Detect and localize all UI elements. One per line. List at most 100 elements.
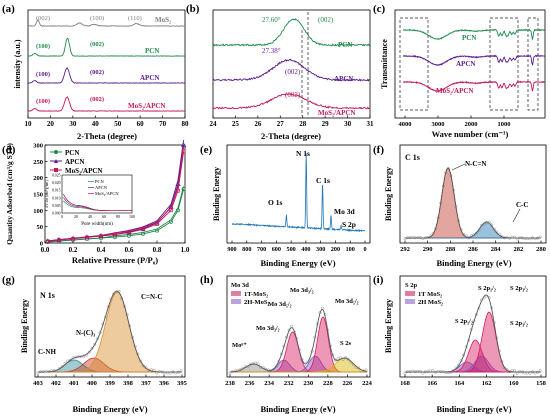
d-pcn-point-8 xyxy=(155,228,159,233)
inset-ytick-label-4: 0.020 xyxy=(52,181,61,185)
d-mos2apcn-point-2 xyxy=(71,236,75,241)
d-mos2apcn-point-8 xyxy=(155,222,159,226)
angle2-label: 27.38° xyxy=(262,47,281,55)
panel-b: (b) 2-Theta (degree) 24 25 26 27 28 29 30 31 27… xyxy=(186,3,374,141)
pcn-ftir-curve xyxy=(402,28,546,41)
panel-c: (c) Transmittance Wave number (cm⁻¹) 400… xyxy=(373,3,546,139)
g-raw-point-9 xyxy=(44,369,48,373)
f-raw-point-78 xyxy=(469,234,473,238)
h-raw-point-9 xyxy=(236,368,240,372)
d-mos2apcn-point-3 xyxy=(85,235,89,240)
h-raw-point-69 xyxy=(287,328,291,332)
g-xtick-label-6: 397 xyxy=(141,380,152,387)
f-xtick-label-1: 290 xyxy=(423,246,433,253)
panel-g-fits xyxy=(36,290,183,375)
f-raw-point-66 xyxy=(459,228,463,231)
h-raw-point-81 xyxy=(297,348,301,351)
d-mos2apcn-point-6 xyxy=(127,230,131,235)
i-xtick-label-4: 160 xyxy=(509,380,519,387)
d-ytick-label-0: 0 xyxy=(40,241,43,248)
f-raw-point-99 xyxy=(487,220,491,224)
h-raw-point-42 xyxy=(264,367,268,371)
panel-f-letter: (f) xyxy=(373,144,384,156)
h-raw-point-78 xyxy=(295,337,299,340)
b-xtick-label-4: 28 xyxy=(299,120,307,128)
panel-d-letter: (d) xyxy=(2,144,16,156)
d-ytick-label-2: 100 xyxy=(33,208,43,215)
f-raw-point-69 xyxy=(462,233,466,236)
inset-xtick-label-2: 40 xyxy=(88,214,92,219)
inset-xtick-label-4: 80 xyxy=(116,214,120,219)
legend-2h-swatch xyxy=(231,299,241,304)
mos2apcn-100-label: (100) xyxy=(36,98,50,105)
h-xtick-label-5: 228 xyxy=(323,380,334,387)
i-raw-point-96 xyxy=(485,294,488,298)
e-xtick-label-5: 400 xyxy=(301,246,310,253)
i-raw-point-72 xyxy=(464,345,468,349)
b-xtick-label-5: 29 xyxy=(322,120,330,128)
panel-f-xlabel: Binding Energy (eV) xyxy=(436,258,511,268)
g-raw-point-105 xyxy=(131,335,134,339)
legend-mos2apcn-label: MoS₂/APCN xyxy=(65,167,103,175)
pcn-label-b: PCN xyxy=(338,41,352,49)
apcn-xrd-curve xyxy=(27,67,186,84)
panel-h-legend-title: Mo 3d xyxy=(231,282,249,289)
i-raw-point-21 xyxy=(421,371,425,375)
s2p12-label-1: S 2p₁/₂ xyxy=(478,285,496,292)
g-raw-point-129 xyxy=(152,368,156,372)
panel-d: (d) Quantity Adsorbed (cm³/g STP) Relati… xyxy=(2,140,190,265)
mos2-apcn-xrd-curve xyxy=(27,96,186,112)
i-raw-point-120 xyxy=(505,368,509,371)
f-raw-point-108 xyxy=(495,230,499,234)
i-raw-point-60 xyxy=(454,366,458,370)
apcn-002-label-b: (002) xyxy=(285,68,301,76)
d-mos2apcn-point-5 xyxy=(113,232,117,237)
g-xtick-label-0: 403 xyxy=(33,380,44,387)
panel-g-xticks: 403 402 401 400 399 398 397 396 395 xyxy=(33,374,188,387)
panel-h-xlabel: Binding Energy (eV) xyxy=(260,404,335,414)
c-xtick-label-2: 2000 xyxy=(465,121,478,128)
h-raw-point-102 xyxy=(315,322,319,326)
mos2apcn-label-b: MoS₂/APCN xyxy=(318,109,356,117)
d-mos2apcn-point-0 xyxy=(45,239,50,244)
i-raw-point-6 xyxy=(408,370,412,374)
i-raw-point-99 xyxy=(487,296,491,299)
panel-d-xlabel: Relative Pressure (P/P₀) xyxy=(72,255,158,265)
mos2apcn-zoom-curve xyxy=(212,93,371,110)
h-raw-point-108 xyxy=(321,306,324,310)
g-raw-point-30 xyxy=(63,362,67,365)
apcn-label-b: APCN xyxy=(334,75,353,83)
e-xtick-label-2: 700 xyxy=(257,246,266,253)
g-raw-point-78 xyxy=(106,305,110,308)
h-raw-point-138 xyxy=(346,357,350,361)
g-xtick-label-5: 398 xyxy=(123,380,134,387)
g-raw-point-51 xyxy=(82,354,86,358)
g-raw-point-72 xyxy=(101,322,105,326)
d-xtick-label-1: 0.2 xyxy=(69,246,78,254)
mos2-curve-label: MoS₂ xyxy=(155,16,171,24)
inset-legend-apcn: APCN xyxy=(95,185,108,190)
panel-c-xlabel: Wave number (cm⁻¹) xyxy=(432,129,509,139)
inset-ytick-label-2: 0.010 xyxy=(52,196,61,200)
survey-spectrum-curve xyxy=(231,153,365,233)
pcn-zoom-curve xyxy=(212,17,371,47)
legend-apcn-marker xyxy=(54,159,58,163)
f-raw-point-120 xyxy=(505,235,509,239)
f-raw-point-87 xyxy=(477,228,481,232)
mo6-label: Mo⁶⁺ xyxy=(232,342,247,349)
h-xtick-label-3: 232 xyxy=(284,380,294,387)
legend-pcn-label: PCN xyxy=(65,149,79,157)
b-xtick-label-2: 26 xyxy=(254,120,262,128)
mos2-100-label: (100) xyxy=(90,15,104,22)
panel-d-yticks: 0 50 100 150 200 250 300 xyxy=(33,143,48,248)
f-xtick-label-2: 288 xyxy=(445,246,456,253)
f-raw-point-39 xyxy=(436,216,440,220)
f-raw-point-147 xyxy=(528,237,532,241)
h-raw-point-12 xyxy=(238,368,242,372)
panel-b-xlabel: 2-Theta (degree) xyxy=(261,131,321,141)
panel-f-ylabel: Binding Energy xyxy=(384,167,393,221)
g-xtick-label-4: 399 xyxy=(105,380,116,387)
i-raw-point-111 xyxy=(497,349,501,353)
i-raw-point-105 xyxy=(492,321,496,325)
a-xtick-label-6: 70 xyxy=(159,120,167,128)
